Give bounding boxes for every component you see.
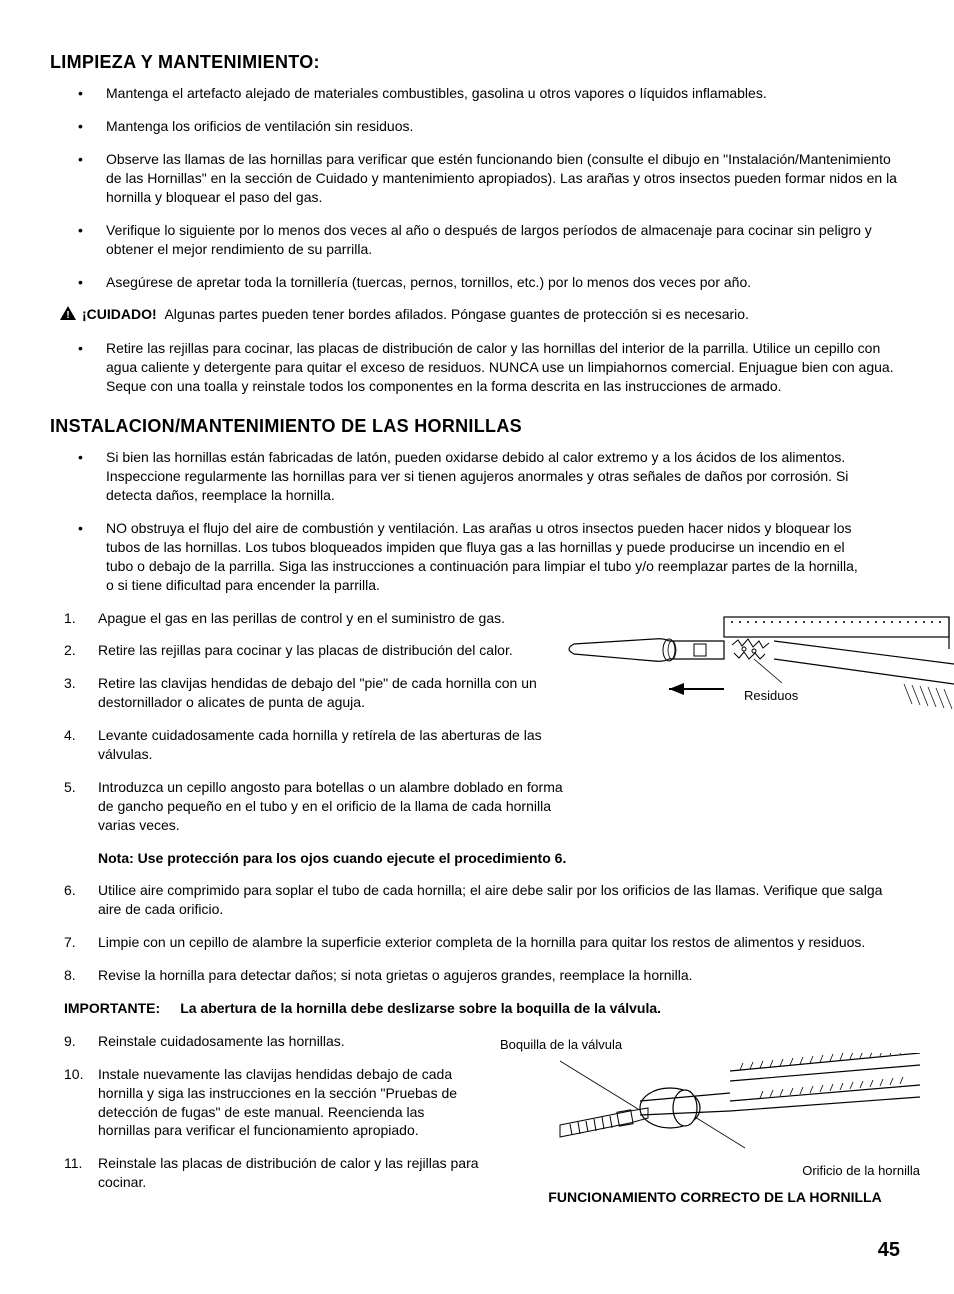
list-item: Limpie con un cepillo de alambre la supe… [64,933,904,952]
list-item: Utilice aire comprimido para soplar el t… [64,881,904,919]
section1-heading: LIMPIEZA Y MANTENIMIENTO: [50,50,904,74]
list-item: Observe las llamas de las hornillas para… [78,150,904,207]
note-text: Nota: Use protección para los ojos cuand… [50,849,904,868]
steps-6-8: Utilice aire comprimido para soplar el t… [50,881,904,985]
list-item: Asegúrese de apretar toda la tornillería… [78,273,904,292]
steps-9-11: Reinstale cuidadosamente las hornillas. … [50,1032,480,1192]
figure2-caption: FUNCIONAMIENTO CORRECTO DE LA HORNILLA [500,1188,930,1207]
warning-label: ¡CUIDADO! [82,306,157,322]
steps-with-figure1: Apague el gas en las perillas de control… [50,609,904,835]
importante-text: La abertura de la hornilla debe deslizar… [180,999,661,1018]
importante-label: IMPORTANTE: [64,999,160,1018]
section1-bullets: Mantenga el artefacto alejado de materia… [50,84,904,291]
list-item: Mantenga los orificios de ventilación si… [78,117,904,136]
page-number: 45 [50,1237,904,1264]
list-item: Reinstale las placas de distribución de … [64,1154,480,1192]
list-item: Retire las rejillas para cocinar, las pl… [78,339,904,396]
list-item: Instale nuevamente las clavijas hendidas… [64,1065,480,1141]
list-item: Revise la hornilla para detectar daños; … [64,966,904,985]
figure-valve: Boquilla de la válvula [500,1036,930,1180]
list-item: Introduzca un cepillo angosto para botel… [64,778,574,835]
bottom-two-col: Reinstale cuidadosamente las hornillas. … [50,1032,904,1207]
list-item: Retire las clavijas hendidas de debajo d… [64,674,574,712]
section1-bullets-after: Retire las rejillas para cocinar, las pl… [50,339,904,396]
list-item: Levante cuidadosamente cada hornilla y r… [64,726,574,764]
list-item: NO obstruya el flujo del aire de combust… [78,519,864,595]
figure-residuos: Residuos [554,609,954,724]
warning-triangle-icon: ! [60,306,76,325]
figure2-label-bottom: Orificio de la hornilla [500,1162,930,1180]
list-item: Mantenga el artefacto alejado de materia… [78,84,904,103]
list-item: Verifique lo siguiente por lo menos dos … [78,221,904,259]
figure1-label: Residuos [744,687,798,705]
warning-row: ! ¡CUIDADO! Algunas partes pueden tener … [50,305,904,325]
importante-row: IMPORTANTE: La abertura de la hornilla d… [50,999,904,1018]
burner-valve-diagram [500,1053,930,1163]
svg-text:!: ! [66,310,69,320]
figure2-label-top: Boquilla de la válvula [500,1036,930,1054]
list-item: Si bien las hornillas están fabricadas d… [78,448,864,505]
section2-heading: INSTALACION/MANTENIMIENTO DE LAS HORNILL… [50,414,904,438]
section2-intro-bullets: Si bien las hornillas están fabricadas d… [50,448,904,594]
warning-text: ¡CUIDADO! Algunas partes pueden tener bo… [82,305,904,324]
list-item: Reinstale cuidadosamente las hornillas. [64,1032,480,1051]
warning-body: Algunas partes pueden tener bordes afila… [164,306,749,322]
